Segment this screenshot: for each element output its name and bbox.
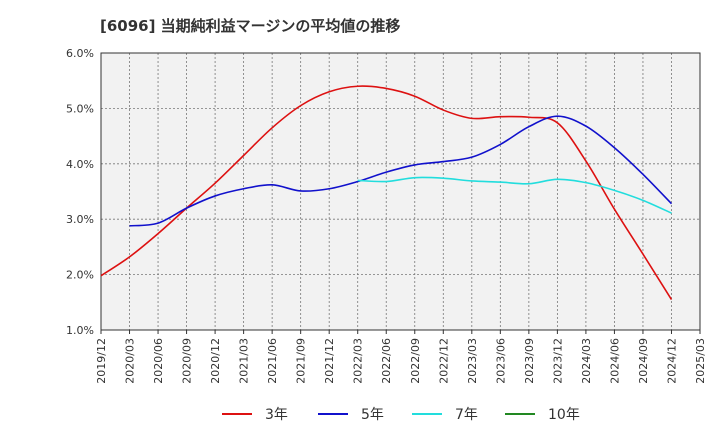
- series-line-5年: [129, 115, 673, 227]
- series-line-7年: [357, 176, 672, 214]
- legend-label: 3年: [265, 407, 288, 423]
- x-tick-label: 2022/03: [352, 338, 365, 384]
- x-tick-label: 2020/06: [152, 338, 165, 384]
- legend-label: 5年: [361, 407, 384, 423]
- x-tick-label: 2023/03: [466, 338, 479, 384]
- x-tick-label: 2021/06: [266, 338, 279, 384]
- y-tick-label: 3.0%: [66, 213, 94, 226]
- x-tick-label: 2022/09: [409, 338, 422, 384]
- y-axis: 1.0% 2.0% 3.0% 4.0% 5.0% 6.0%: [66, 47, 94, 337]
- series-lines: [100, 85, 673, 300]
- y-tick-label: 1.0%: [66, 324, 94, 337]
- x-tick-label: 2023/09: [523, 338, 536, 384]
- y-tick-label: 2.0%: [66, 269, 94, 282]
- x-tick-label: 2022/12: [437, 338, 450, 384]
- legend-label: 10年: [548, 407, 580, 423]
- x-tick-label: 2022/06: [380, 338, 393, 384]
- x-tick-label: 2024/09: [637, 338, 650, 384]
- plot-border: [100, 52, 701, 331]
- chart-title: [6096] 当期純利益マージンの平均値の推移: [100, 17, 400, 35]
- series-line-3年: [100, 85, 673, 300]
- y-tick-label: 5.0%: [66, 102, 94, 115]
- x-axis: 2019/12 2020/03 2020/06 2020/09 2020/12 2021/…: [95, 330, 707, 384]
- legend: 3年 5年 7年 10年: [222, 407, 580, 423]
- x-tick-label: 2024/03: [580, 338, 593, 384]
- x-tick-label: 2020/09: [181, 338, 194, 384]
- x-tick-label: 2023/06: [494, 338, 507, 384]
- y-tick-label: 6.0%: [66, 47, 94, 60]
- x-tick-label: 2024/06: [608, 338, 621, 384]
- y-tick-label: 4.0%: [66, 158, 94, 171]
- legend-label: 7年: [455, 407, 478, 423]
- x-tick-label: 2025/03: [694, 338, 707, 384]
- x-tick-label: 2023/12: [551, 338, 564, 384]
- x-tick-label: 2019/12: [95, 338, 108, 384]
- x-tick-label: 2020/03: [124, 338, 137, 384]
- plot-area: [101, 53, 700, 330]
- x-tick-label: 2020/12: [209, 338, 222, 384]
- x-tick-label: 2024/12: [665, 338, 678, 384]
- x-tick-label: 2021/09: [295, 338, 308, 384]
- x-tick-label: 2021/03: [238, 338, 251, 384]
- x-tick-label: 2021/12: [323, 338, 336, 384]
